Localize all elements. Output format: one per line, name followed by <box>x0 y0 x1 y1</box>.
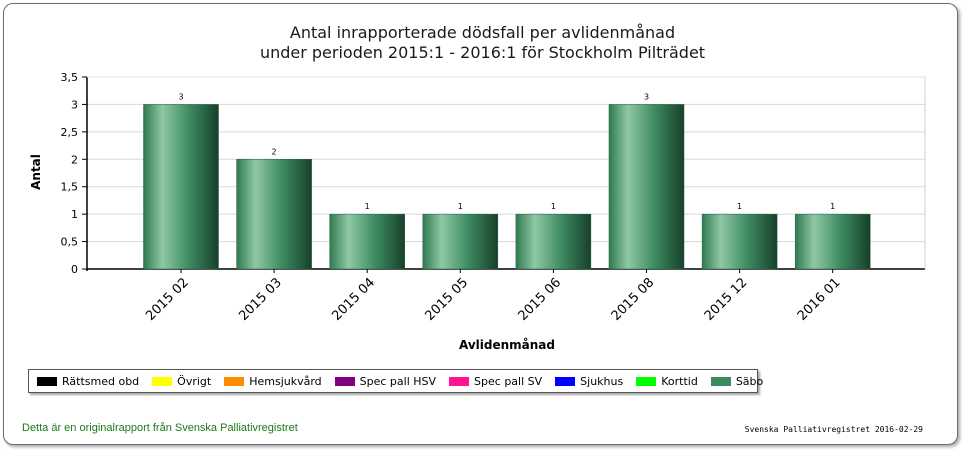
bars <box>143 104 871 270</box>
y-tick-label: 0 <box>71 263 78 276</box>
legend-label: Spec pall HSV <box>359 374 437 388</box>
legend-swatch <box>449 376 470 386</box>
bar-value-label: 1 <box>551 202 556 211</box>
y-tick-label: 1 <box>71 208 78 221</box>
x-axis-label: Avlidenmånad <box>459 338 555 352</box>
legend-swatch <box>555 376 576 386</box>
y-tick-label: 2 <box>71 153 78 166</box>
chart-title-line-1: Antal inrapporterade dödsfall per avlide… <box>289 23 676 42</box>
legend-label: Korttid <box>661 374 698 388</box>
legend-swatch <box>334 376 355 386</box>
legend-item: Hemsjukvård <box>224 374 322 388</box>
bar <box>794 213 871 270</box>
legend-item: Spec pall HSV <box>334 374 437 388</box>
legend-label: Övrigt <box>177 374 212 388</box>
legend-swatch <box>37 376 57 386</box>
bar <box>236 159 312 270</box>
bar-value-label: 1 <box>737 202 742 211</box>
axes <box>82 76 926 273</box>
legend-item: Övrigt <box>152 375 211 388</box>
bar-value-label: 3 <box>644 92 649 101</box>
bar-value-label: 3 <box>178 92 183 101</box>
chart-legend: Rättsmed obd Övrigt Hemsjukvård Spec pall H… <box>28 369 763 393</box>
bar <box>143 104 219 270</box>
y-tick-label: 2,5 <box>61 126 79 139</box>
y-tick-label: 1,5 <box>61 181 79 194</box>
legend-swatch <box>224 376 245 386</box>
y-tick-label: 3,5 <box>61 71 79 84</box>
bar-chart: 0 0,5 1 1,5 2 2,5 3 3,5 3 2015 02 2 2015 03 1 2015 04… <box>29 71 926 352</box>
x-tick-label: 2015 12 <box>702 275 751 324</box>
footer-registry-date: Svenska Palliativregistret 2016-02-29 <box>744 425 923 434</box>
x-tick-label: 2015 06 <box>516 275 565 324</box>
legend-item: Korttid <box>636 375 698 388</box>
legend-label: Hemsjukvård <box>249 374 322 388</box>
x-tick-label: 2015 02 <box>143 275 192 324</box>
x-tick-label: 2015 08 <box>609 275 658 324</box>
legend-label: Rättsmed obd <box>62 374 140 388</box>
y-tick-label: 0,5 <box>61 236 79 249</box>
bar-value-label: 1 <box>830 202 835 211</box>
chart-title-line-2: under perioden 2015:1 - 2016:1 för Stock… <box>259 43 706 62</box>
bar-value-label: 2 <box>272 147 277 156</box>
bar <box>329 213 405 270</box>
x-tick-label: 2016 01 <box>795 275 844 324</box>
bar <box>422 213 499 270</box>
x-tick-label: 2015 03 <box>236 275 285 324</box>
footer-original-report: Detta är en originalrapport från Svenska… <box>22 422 298 434</box>
legend-item: Sjukhus <box>555 375 623 388</box>
legend-swatch <box>710 376 731 386</box>
bar <box>608 104 685 270</box>
y-axis-label: Antal <box>29 154 43 190</box>
legend-label: Sjukhus <box>580 374 624 388</box>
y-tick-label: 3 <box>71 98 78 111</box>
legend-label: Säbo <box>735 374 764 388</box>
legend-swatch <box>152 376 173 386</box>
legend-item: Rättsmed obd <box>37 375 139 388</box>
x-tick-label: 2015 05 <box>423 275 472 324</box>
legend-item: Spec pall SV <box>449 375 542 388</box>
bar <box>701 213 778 270</box>
x-tick-label: 2015 04 <box>329 275 378 324</box>
legend-item: Säbo <box>710 374 764 388</box>
legend-label: Spec pall SV <box>474 374 543 388</box>
legend-swatch <box>636 376 657 386</box>
plot-area <box>87 77 925 269</box>
bar-value-label: 1 <box>458 202 463 211</box>
bar <box>515 213 592 270</box>
bar-value-label: 1 <box>365 202 370 211</box>
